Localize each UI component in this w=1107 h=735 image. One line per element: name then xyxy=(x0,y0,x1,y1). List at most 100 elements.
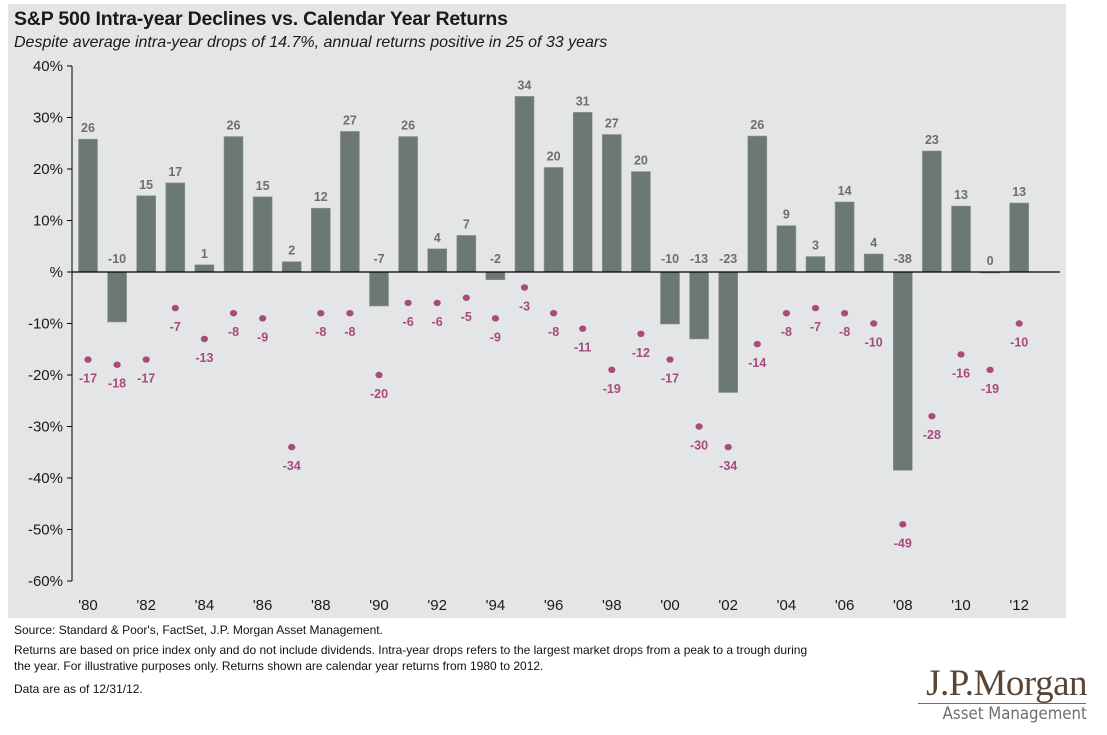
bar-label-2006: 14 xyxy=(838,184,852,198)
y-tick-label: 30% xyxy=(33,110,63,127)
decline-label-1998: -19 xyxy=(603,382,621,396)
bar-2003 xyxy=(747,135,768,273)
decline-label-1983: -7 xyxy=(170,320,181,334)
bar-2001 xyxy=(689,271,709,340)
y-tick-label: -60% xyxy=(28,573,63,590)
dot-series: -17 -18 -17 -7 -13 -8 -9 -34 -8 -8 -20 -6 -6 -5 -9 -3 -8… xyxy=(79,284,1028,550)
x-tick-label: '96 xyxy=(544,597,564,614)
decline-dot-2007 xyxy=(870,320,878,327)
bar-2000 xyxy=(660,271,680,325)
decline-label-2000: -17 xyxy=(661,372,679,386)
decline-dot-1989 xyxy=(346,310,354,317)
bar-1985 xyxy=(223,136,244,273)
as-of-note: Data are as of 12/31/12. xyxy=(14,682,143,696)
bar-label-1991: 26 xyxy=(401,119,415,133)
y-tick-label: -30% xyxy=(28,419,63,436)
bar-label-1993: 7 xyxy=(463,217,470,231)
bar-label-2007: 4 xyxy=(870,236,877,250)
decline-label-2005: -7 xyxy=(810,320,821,334)
bar-label-2010: 13 xyxy=(954,188,968,202)
decline-dot-2002 xyxy=(724,443,732,451)
decline-label-1999: -12 xyxy=(632,346,650,360)
decline-label-2006: -8 xyxy=(839,325,850,339)
bar-label-2000: -10 xyxy=(661,252,679,266)
x-tick-label: '98 xyxy=(602,597,622,614)
decline-dot-2003 xyxy=(753,340,761,348)
decline-label-2012: -10 xyxy=(1010,336,1028,350)
x-tick-label: '82 xyxy=(136,597,156,614)
bar-2006 xyxy=(834,201,855,273)
x-tick-label: '94 xyxy=(486,597,506,614)
decline-dot-1985 xyxy=(229,310,238,317)
decline-dot-1981 xyxy=(113,361,121,368)
bar-label-1997: 31 xyxy=(576,94,590,108)
bar-1981 xyxy=(107,271,127,323)
bar-1983 xyxy=(165,182,186,273)
decline-dot-1990 xyxy=(375,371,383,379)
decline-label-1994: -9 xyxy=(490,330,501,344)
decline-dot-2001 xyxy=(695,423,703,430)
bar-1992 xyxy=(427,248,448,273)
x-tick-label: '06 xyxy=(835,597,855,614)
bar-label-2002: -23 xyxy=(719,252,737,266)
x-tick-label: '04 xyxy=(777,597,797,614)
y-tick-label: % xyxy=(50,264,63,281)
chart: 40% 30% 20% 10%% -10% -20% -30% -40% -50% -60% 26… xyxy=(28,58,1060,614)
decline-label-2009: -28 xyxy=(923,428,941,442)
decline-dot-1998 xyxy=(608,366,616,374)
decline-label-1988: -8 xyxy=(315,325,326,339)
bar-label-1998: 27 xyxy=(605,116,619,130)
x-tick-label: '92 xyxy=(427,597,447,614)
chart-subtitle: Despite average intra-year drops of 14.7… xyxy=(14,34,608,51)
bar-label-2009: 23 xyxy=(925,133,939,147)
y-tick-label: 20% xyxy=(33,161,63,178)
decline-label-1986: -9 xyxy=(257,330,268,344)
jpmorgan-logo: J.P.Morgan xyxy=(926,663,1087,704)
decline-label-2011: -19 xyxy=(981,382,999,396)
bar-1989 xyxy=(340,131,360,273)
decline-label-1987: -34 xyxy=(283,459,301,473)
x-tick-label: '88 xyxy=(311,597,331,614)
decline-label-1982: -17 xyxy=(137,372,155,386)
decline-dot-2006 xyxy=(841,310,849,317)
decline-dot-1993 xyxy=(462,294,470,301)
bar-2007 xyxy=(863,253,884,273)
returns-note-line-1: Returns are based on price index only an… xyxy=(14,643,808,657)
x-tick-label: '08 xyxy=(893,597,913,614)
y-tick-label: -50% xyxy=(28,522,63,539)
asset-management-logo-text: Asset Management xyxy=(942,704,1087,724)
x-tick-label: '84 xyxy=(195,597,215,614)
bar-2005 xyxy=(805,256,826,273)
decline-dot-1984 xyxy=(200,335,208,343)
decline-label-2010: -16 xyxy=(952,366,970,380)
decline-dot-2010 xyxy=(957,351,965,358)
decline-dot-2012 xyxy=(1015,320,1023,327)
decline-label-2003: -14 xyxy=(748,356,766,370)
decline-label-2008: -49 xyxy=(894,536,912,550)
y-tick-label: 40% xyxy=(33,58,63,75)
bar-label-2008: -38 xyxy=(894,252,912,266)
bar-1996 xyxy=(543,167,564,273)
bar-label-1982: 15 xyxy=(139,178,153,192)
decline-label-2002: -34 xyxy=(719,459,737,473)
decline-label-1985: -8 xyxy=(228,325,239,339)
y-tick-label: 10% xyxy=(33,213,63,230)
decline-dot-2009 xyxy=(928,413,936,420)
decline-dot-1997 xyxy=(579,325,587,332)
bar-label-1996: 20 xyxy=(547,149,561,163)
x-tick-label: '80 xyxy=(78,597,98,614)
decline-label-1984: -13 xyxy=(195,351,213,365)
bar-label-1983: 17 xyxy=(168,165,182,179)
decline-dot-2004 xyxy=(782,310,791,317)
bar-1982 xyxy=(136,195,156,273)
decline-dot-1999 xyxy=(637,330,645,337)
decline-dot-1988 xyxy=(317,310,325,317)
bar-label-2012: 13 xyxy=(1012,185,1026,199)
bar-label-2005: 3 xyxy=(812,239,819,253)
returns-note-line-2: the year. For illustrative purposes only… xyxy=(14,659,544,673)
decline-label-1992: -6 xyxy=(432,315,443,329)
logo-divider xyxy=(918,703,1086,704)
decline-dot-1994 xyxy=(491,315,499,322)
bar-2009 xyxy=(922,150,942,273)
bar-1984 xyxy=(194,264,215,273)
